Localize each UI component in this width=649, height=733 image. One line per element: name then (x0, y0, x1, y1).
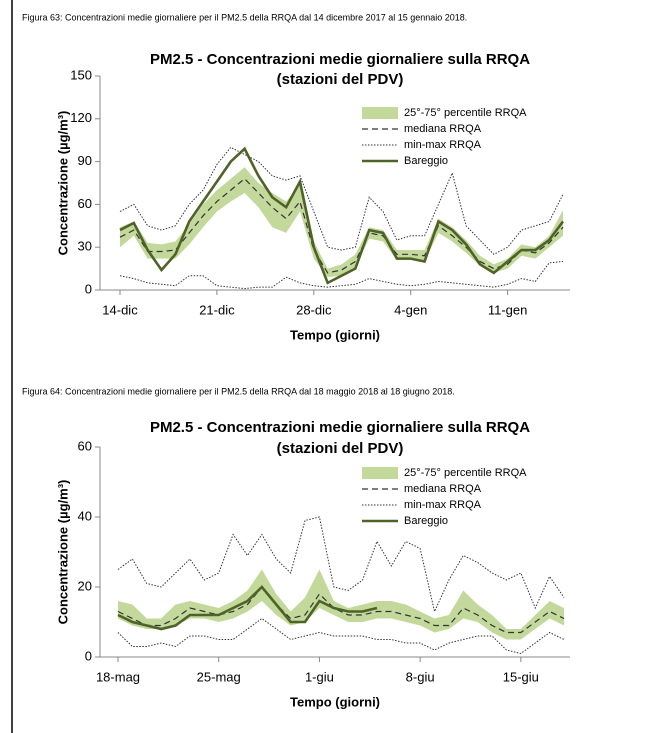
y-tick-label: 60 (78, 196, 92, 211)
legend-label: 25°-75° percentile RRQA (404, 467, 527, 479)
y-tick-label: 30 (78, 239, 92, 254)
series-line (119, 146, 564, 255)
caption: Figura 64: Concentrazioni medie giornali… (22, 386, 455, 396)
y-tick-label: 40 (78, 508, 92, 523)
series-line (119, 146, 565, 285)
y-tick-label: 60 (78, 438, 92, 453)
legend-label: Bareggio (404, 515, 448, 527)
legend-label: min-max RRQA (404, 139, 482, 151)
legend-label: Bareggio (404, 155, 448, 167)
legend-swatch (362, 107, 398, 119)
y-tick-label: 0 (85, 281, 92, 296)
y-tick-label: 90 (78, 153, 92, 168)
chart-subtitle: (stazioni del PDV) (277, 440, 404, 457)
series-line (119, 260, 564, 290)
y-axis-label: Concentrazione (µg/m³) (55, 480, 70, 625)
x-tick-label: 15-giu (503, 669, 539, 684)
x-axis-label: Tempo (giorni) (290, 694, 380, 709)
legend-label: mediana RRQA (404, 483, 482, 495)
x-axis-label: Tempo (giorni) (290, 327, 380, 342)
chart-title: PM2.5 - Concentrazioni medie giornaliere… (150, 419, 530, 436)
x-tick-label: 28-dic (296, 302, 332, 317)
caption: Figura 63: Concentrazioni medie giornali… (22, 12, 467, 22)
y-tick-label: 20 (78, 578, 92, 593)
legend-label: mediana RRQA (404, 123, 482, 135)
x-tick-label: 25-mag (197, 669, 241, 684)
x-tick-label: 14-dic (102, 302, 138, 317)
x-tick-label: 21-dic (199, 302, 235, 317)
series-line (117, 585, 378, 631)
series-line (117, 617, 565, 655)
percentile-band (120, 167, 563, 278)
y-axis-label: Concentrazione (µg/m³) (55, 111, 70, 256)
x-tick-label: 4-gen (394, 302, 427, 317)
x-tick-label: 11-gen (488, 302, 528, 317)
x-tick-label: 8-giu (406, 669, 435, 684)
legend-label: min-max RRQA (404, 499, 482, 511)
series-line (117, 586, 565, 634)
series-line (117, 516, 565, 614)
x-tick-label: 18-mag (96, 669, 140, 684)
legend-label: 25°-75° percentile RRQA (404, 107, 527, 119)
series-line (119, 177, 564, 274)
y-tick-label: 120 (70, 110, 92, 125)
y-tick-label: 150 (70, 67, 92, 82)
chart-title: PM2.5 - Concentrazioni medie giornaliere… (150, 51, 530, 68)
legend-swatch (362, 467, 398, 479)
y-tick-label: 0 (85, 648, 92, 663)
chart-subtitle: (stazioni del PDV) (277, 71, 404, 88)
x-tick-label: 1-giu (305, 669, 334, 684)
